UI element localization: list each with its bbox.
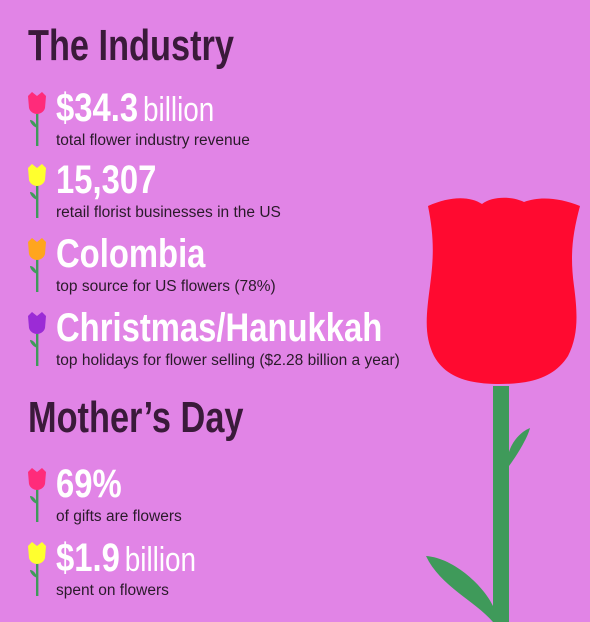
tulip-head	[28, 164, 46, 186]
stat-value: Colombia	[56, 232, 206, 276]
stat-gifts: 69% of gifts are flowers	[26, 464, 496, 534]
tulip-icon	[28, 92, 46, 146]
tulip-head	[28, 312, 46, 334]
stat-florists: 15,307 retail florist businesses in the …	[26, 160, 496, 230]
stat-value-line: $34.3 billion	[56, 88, 214, 128]
tulip-head	[28, 542, 46, 564]
stat-description: retail florist businesses in the US	[56, 204, 281, 221]
stat-value-line: $1.9 billion	[56, 538, 196, 578]
rose-stem	[493, 386, 509, 622]
stat-holidays: Christmas/Hanukkah top holidays for flow…	[26, 308, 496, 378]
stat-description: top source for US flowers (78%)	[56, 278, 276, 295]
big-rose-illustration	[426, 197, 580, 622]
stat-description: top holidays for flower selling ($2.28 b…	[56, 352, 400, 369]
industry-heading: The Industry	[28, 21, 234, 70]
stat-source: Colombia top source for US flowers (78%)	[26, 234, 496, 304]
tulip-icon	[28, 542, 46, 596]
mothers-day-heading: Mother’s Day	[28, 393, 244, 442]
stat-revenue: $34.3 billion total flower industry reven…	[26, 88, 496, 158]
tulip-head	[28, 468, 46, 490]
stat-value: $34.3	[56, 86, 139, 130]
stat-value-line: 15,307	[56, 160, 156, 200]
stat-value-line: 69%	[56, 464, 122, 504]
stat-unit: billion	[124, 541, 197, 579]
stat-description: of gifts are flowers	[56, 508, 182, 525]
stat-value: Christmas/Hanukkah	[56, 306, 383, 350]
stat-value-line: Christmas/Hanukkah	[56, 308, 382, 348]
stat-spending: $1.9 billion spent on flowers	[26, 538, 496, 608]
tulip-head	[28, 238, 46, 260]
rose-leaf	[426, 556, 493, 622]
tulip-icon	[28, 238, 46, 292]
stat-value: 69%	[56, 462, 122, 506]
stat-description: total flower industry revenue	[56, 132, 250, 149]
tulip-icon	[28, 468, 46, 522]
tulip-icon	[28, 312, 46, 366]
stat-unit: billion	[143, 91, 215, 129]
rose-head	[426, 197, 580, 384]
tulip-head	[28, 92, 46, 114]
stat-value-line: Colombia	[56, 234, 205, 274]
stat-value: $1.9	[56, 536, 120, 580]
rose-leaf	[509, 428, 530, 466]
tulip-icon	[28, 164, 46, 218]
stat-description: spent on flowers	[56, 582, 169, 599]
stat-value: 15,307	[56, 158, 157, 202]
